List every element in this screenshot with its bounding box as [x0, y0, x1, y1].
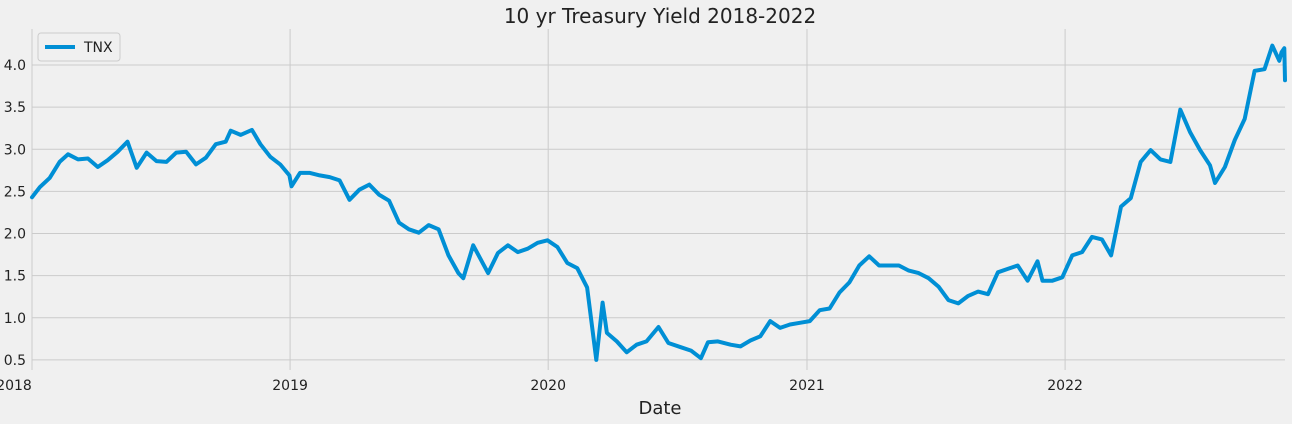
- legend-label-tnx: TNX: [83, 40, 113, 56]
- x-tick-label: 2021: [789, 378, 825, 394]
- x-tick-label: 2022: [1047, 378, 1083, 394]
- y-tick-label: 3.0: [4, 142, 26, 158]
- x-tick-label: 2019: [272, 378, 308, 394]
- x-axis-label: Date: [638, 398, 681, 419]
- y-tick-label: 0.5: [4, 353, 26, 369]
- y-tick-label: 3.5: [4, 100, 26, 116]
- series-line-tnx: [30, 43, 1287, 362]
- y-tick-label: 2.0: [4, 227, 26, 243]
- legend-box: [37, 32, 121, 62]
- y-axis-ticks: 0.5 1.0 1.5 2.0 2.5 3.0 3.5 4.0: [4, 58, 26, 369]
- y-tick-label: 1.0: [4, 311, 26, 327]
- legend: TNX: [37, 32, 121, 62]
- chart-title: 10 yr Treasury Yield 2018-2022: [504, 4, 816, 28]
- y-tick-label: 2.5: [4, 184, 26, 200]
- y-tick-label: 1.5: [4, 269, 26, 285]
- x-tick-label: 2020: [530, 378, 566, 394]
- y-tick-label: 4.0: [4, 58, 26, 74]
- series-layer: [30, 43, 1287, 362]
- x-tick-label: 2018: [0, 378, 32, 394]
- grid-lines: [31, 29, 1285, 370]
- x-axis-ticks: 2018 2019 2020 2021 2022: [0, 378, 1083, 394]
